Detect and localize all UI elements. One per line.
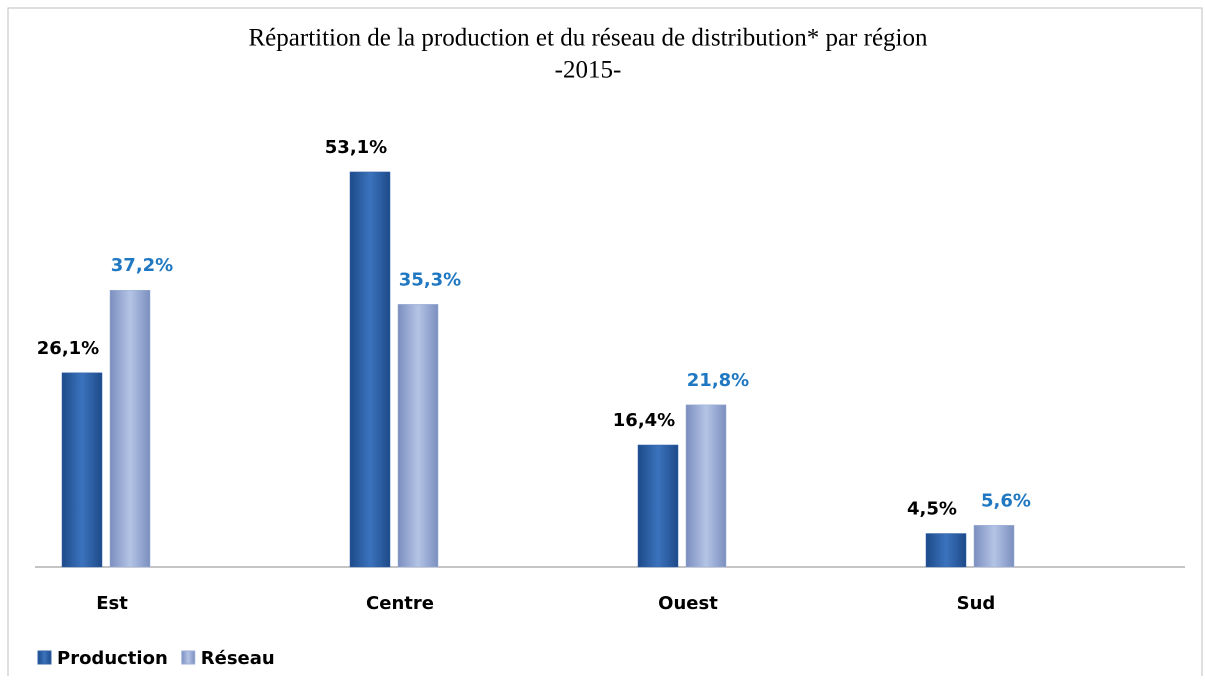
bar xyxy=(349,171,391,568)
data-label: 35,3% xyxy=(399,269,461,290)
legend-swatch xyxy=(37,650,52,665)
chart-border xyxy=(7,7,1203,679)
x-tick-label: Ouest xyxy=(658,593,718,614)
bar xyxy=(973,525,1015,568)
bar xyxy=(61,372,103,568)
x-tick-label: Est xyxy=(96,593,128,614)
bar xyxy=(397,304,439,568)
bar xyxy=(925,533,967,568)
legend-label: Réseau xyxy=(201,648,275,669)
data-label: 21,8% xyxy=(687,370,749,391)
x-tick-label: Sud xyxy=(957,593,996,614)
chart-subtitle: -2015- xyxy=(555,57,622,84)
chart-title: Répartition de la production et du résea… xyxy=(249,25,928,52)
legend-label: Production xyxy=(57,648,168,669)
data-label: 4,5% xyxy=(907,499,957,520)
legend-swatch xyxy=(181,650,196,665)
data-label: 26,1% xyxy=(37,338,99,359)
data-label: 16,4% xyxy=(613,410,675,431)
data-label: 37,2% xyxy=(111,255,173,276)
bar xyxy=(109,289,151,568)
bar xyxy=(685,404,727,568)
bar xyxy=(637,444,679,568)
data-label: 5,6% xyxy=(981,490,1031,511)
x-tick-label: Centre xyxy=(366,593,434,614)
data-label: 53,1% xyxy=(325,137,387,158)
